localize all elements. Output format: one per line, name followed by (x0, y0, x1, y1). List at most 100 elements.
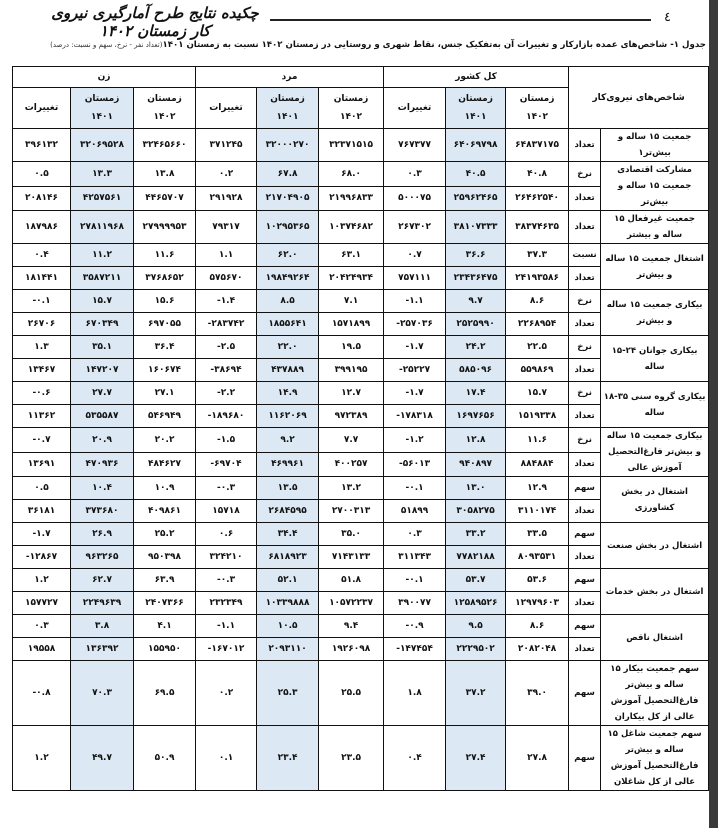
cell-female-1401: ۳.۸ (70, 614, 135, 638)
cell-female-1402: ۶۹.۵ (133, 660, 197, 726)
cell-male-1401: ۲۳.۴ (256, 725, 320, 791)
table-row: تعداد ۲۶۴۶۲۵۴۰ ۲۵۹۶۲۴۶۵ ۵۰۰۰۷۵ ۲۱۹۹۶۸۳۳ ۲۱۷۰۴… (11, 185, 709, 211)
cell-female-1401: ۲۷.۷ (70, 381, 135, 405)
cell-female-1402: ۵۰.۹ (133, 725, 197, 791)
unit-label: نرخ (568, 161, 602, 187)
cell-male-change: ۳۷۱۲۴۵ (195, 128, 258, 162)
unit-label: نرخ (568, 335, 602, 359)
table-row: سهم جمعیت شاغل ۱۵ ساله و بیش‌تر فارغ‌الت… (11, 725, 710, 791)
cell-female-change: -۰.۱ (11, 289, 72, 313)
cell-female-1402: ۱۶۰۶۷۴ (133, 358, 197, 382)
cell-male-1402: ۱۲.۷ (318, 381, 385, 405)
cell-total-change: ۰.۳ (383, 161, 447, 187)
group-female: زن (11, 66, 197, 88)
cell-male-1401: ۲۰۹۳۱۱۰ (256, 637, 320, 661)
cell-total-1401: ۱۳.۰ (445, 476, 507, 500)
indicator-name: سهم جمعیت بیکار ۱۵ ساله و بیش‌تر فارغ‌ال… (600, 660, 710, 726)
scrollbar[interactable] (709, 0, 718, 828)
subheader-winter: زمستان (84, 94, 120, 104)
table-row: سهم جمعیت بیکار ۱۵ ساله و بیش‌تر فارغ‌ال… (11, 660, 710, 726)
cell-male-1402: ۶۸.۰ (318, 161, 385, 187)
cell-female-1401: ۳۵.۱ (70, 335, 135, 359)
cell-female-1402: ۵۴۶۹۴۹ (133, 404, 197, 428)
cell-total-1402: ۱۵۱۹۳۳۸ (505, 404, 570, 428)
cell-total-1402: ۳۱۱۰۱۷۴ (505, 499, 570, 523)
cell-total-1402: ۱۱.۶ (505, 427, 570, 453)
cell-total-1402: ۸۸۴۸۸۴ (505, 451, 570, 477)
cell-total-1401: ۶۴۰۶۹۷۹۸ (445, 128, 507, 162)
cell-female-change: -۱.۷ (11, 522, 72, 546)
indicator-name: اشتغال در بخش صنعت (600, 522, 710, 569)
indicator-name: بیکاری جمعیت ۱۵ ساله و بیش‌تر (600, 289, 710, 336)
cell-female-change: -۰.۸ (11, 660, 72, 726)
cell-total-1402: ۵۵۹۸۶۹ (505, 358, 570, 382)
table-row: تعداد ۱۵۱۹۳۳۸ ۱۶۹۷۶۵۶ -۱۷۸۳۱۸ ۹۷۲۳۸۹ ۱۱۶۲۰۶۹-… (11, 404, 709, 428)
unit-label: تعداد (568, 591, 602, 615)
cell-total-1401: ۹۴۰۸۹۷ (445, 451, 507, 477)
cell-total-1401: ۳۳.۲ (445, 522, 507, 546)
unit-label: سهم (568, 725, 602, 791)
cell-male-1402: ۱۰۵۷۲۲۳۷ (318, 591, 385, 615)
subheader-change: تغییرات (383, 87, 447, 129)
cell-female-1402: ۲۴۰۷۳۶۶ (133, 591, 197, 615)
cell-male-1402: ۲۷۰۰۳۱۳ (318, 499, 385, 523)
cell-male-1401: ۳۲۰۰۰۲۷۰ (256, 128, 320, 162)
unit-label: سهم (568, 522, 602, 546)
subheader-year: ۱۴۰۱ (276, 112, 299, 122)
cell-total-1402: ۱۵.۷ (505, 381, 570, 405)
unit-label: سهم (568, 660, 602, 726)
cell-total-1402: ۴۰.۸ (505, 161, 570, 187)
table-row: بیکاری جمعیت ۱۵ ساله و بیش‌تر نرخ ۸.۶ ۹.۷ -۱… (11, 289, 710, 336)
indicator-name: اشتغال در بخش خدمات (600, 568, 710, 615)
cell-female-change: ۱.۳ (11, 335, 72, 359)
cell-total-1401: ۹.۷ (445, 289, 507, 313)
cell-female-1401: ۴۲۵۷۵۶۱ (70, 185, 135, 211)
cell-total-1402: ۳۷.۳ (505, 243, 570, 267)
cell-male-1401: ۲۶۸۴۵۹۵ (256, 499, 320, 523)
table-row: تعداد ۲۴۱۹۳۵۸۶ ۲۳۴۳۶۴۷۵ ۷۵۷۱۱۱ ۲۰۴۲۴۹۳۴ ۱۹۸۴۹… (11, 266, 709, 290)
cell-total-1401: ۱۲۵۸۹۵۲۶ (445, 591, 507, 615)
subheader-year: ۱۴۰۲ (340, 112, 363, 122)
cell-male-change: ۰.۶ (195, 522, 258, 546)
cell-male-change: ۰.۲ (195, 660, 258, 726)
cell-male-1401: ۱۰۲۹۵۳۶۵ (256, 210, 320, 244)
cell-male-change: ۷۹۳۱۷ (195, 210, 258, 244)
cell-male-change: -۱.۱ (195, 614, 258, 638)
header-rule (270, 19, 651, 21)
unit-label: تعداد (568, 128, 602, 162)
caption-note: (تعداد نفر - نرخ، سهم و نسبت: درصد) (50, 41, 163, 49)
cell-female-change: ۱.۲ (11, 568, 72, 592)
cell-male-1402: ۱۹.۵ (318, 335, 385, 359)
cell-female-1401: ۶۷۰۳۴۹ (70, 312, 135, 336)
table-row: تعداد ۵۵۹۸۶۹ ۵۸۵۰۹۶ -۲۵۲۲۷ ۳۹۹۱۹۵ ۴۳۷۸۸۹ -۳۸۶۹… (11, 358, 709, 382)
cell-female-1401: ۴۹.۷ (70, 725, 135, 791)
cell-female-change: ۱۳۶۹۱ (11, 451, 72, 477)
unit-label: تعداد (568, 637, 602, 661)
cell-male-change: -۱.۵ (195, 427, 258, 453)
cell-male-1402: ۲۳.۵ (318, 725, 385, 791)
cell-female-1401: ۲۲۴۹۶۳۹ (70, 591, 135, 615)
cell-total-change: ۳۱۱۳۴۳ (383, 545, 447, 569)
cell-female-1401: ۶۲.۷ (70, 568, 135, 592)
cell-female-change: ۰.۵ (11, 476, 72, 500)
cell-male-change: -۲.۵ (195, 335, 258, 359)
cell-male-1401: ۸.۵ (256, 289, 320, 313)
cell-female-1402: ۹۵۰۳۹۸ (133, 545, 197, 569)
cell-male-1402: ۱۰۳۷۴۶۸۲ (318, 210, 385, 244)
unit-label: تعداد (568, 266, 602, 290)
cell-female-1402: ۴۴۶۵۷۰۷ (133, 185, 197, 211)
cell-male-1402: ۵۱.۸ (318, 568, 385, 592)
cell-female-1401: ۱۵.۷ (70, 289, 135, 313)
cell-female-1401: ۳۲۰۶۹۵۲۸ (70, 128, 135, 162)
unit-label: سهم (568, 614, 602, 638)
table-caption: جدول ۱- شاخص‌های عمده بازارکار و تغییرات… (50, 40, 706, 50)
cell-total-change: ۵۰۰۰۷۵ (383, 185, 447, 211)
cell-male-change: -۳۸۶۹۴ (195, 358, 258, 382)
subheader-year: ۱۴۰۲ (153, 112, 176, 122)
cell-female-change: ۱۸۱۴۴۱ (11, 266, 72, 290)
indicator-name: اشتغال جمعیت ۱۵ ساله و بیش‌تر (600, 243, 710, 290)
cell-male-1401: ۱۴.۹ (256, 381, 320, 405)
cell-male-change: ۲۳۲۳۴۹ (195, 591, 258, 615)
cell-male-change: -۲۸۳۷۴۲ (195, 312, 258, 336)
cell-male-1401: ۲۲.۰ (256, 335, 320, 359)
